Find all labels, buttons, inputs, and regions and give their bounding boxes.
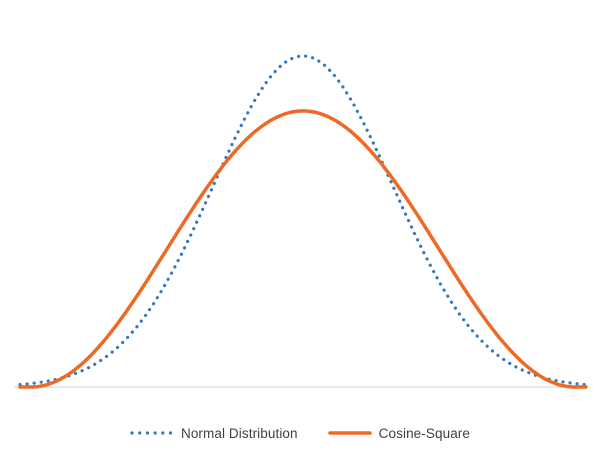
- plot-area: [14, 54, 588, 389]
- legend: Normal Distribution Cosine-Square: [0, 405, 600, 461]
- legend-entry-cosine-square: Cosine-Square: [327, 425, 471, 441]
- legend-label-cosine-square: Cosine-Square: [378, 425, 471, 441]
- dotted-line-marker-icon: [130, 431, 174, 435]
- legend-entry-normal-distribution: Normal Distribution: [130, 426, 298, 441]
- series-cosine-square-curve: [18, 109, 588, 389]
- legend-label-normal-distribution: Normal Distribution: [180, 425, 298, 441]
- solid-line-marker-icon: [327, 431, 372, 435]
- plot-canvas: [14, 54, 588, 389]
- series-normal-distribution-curve: [18, 54, 588, 387]
